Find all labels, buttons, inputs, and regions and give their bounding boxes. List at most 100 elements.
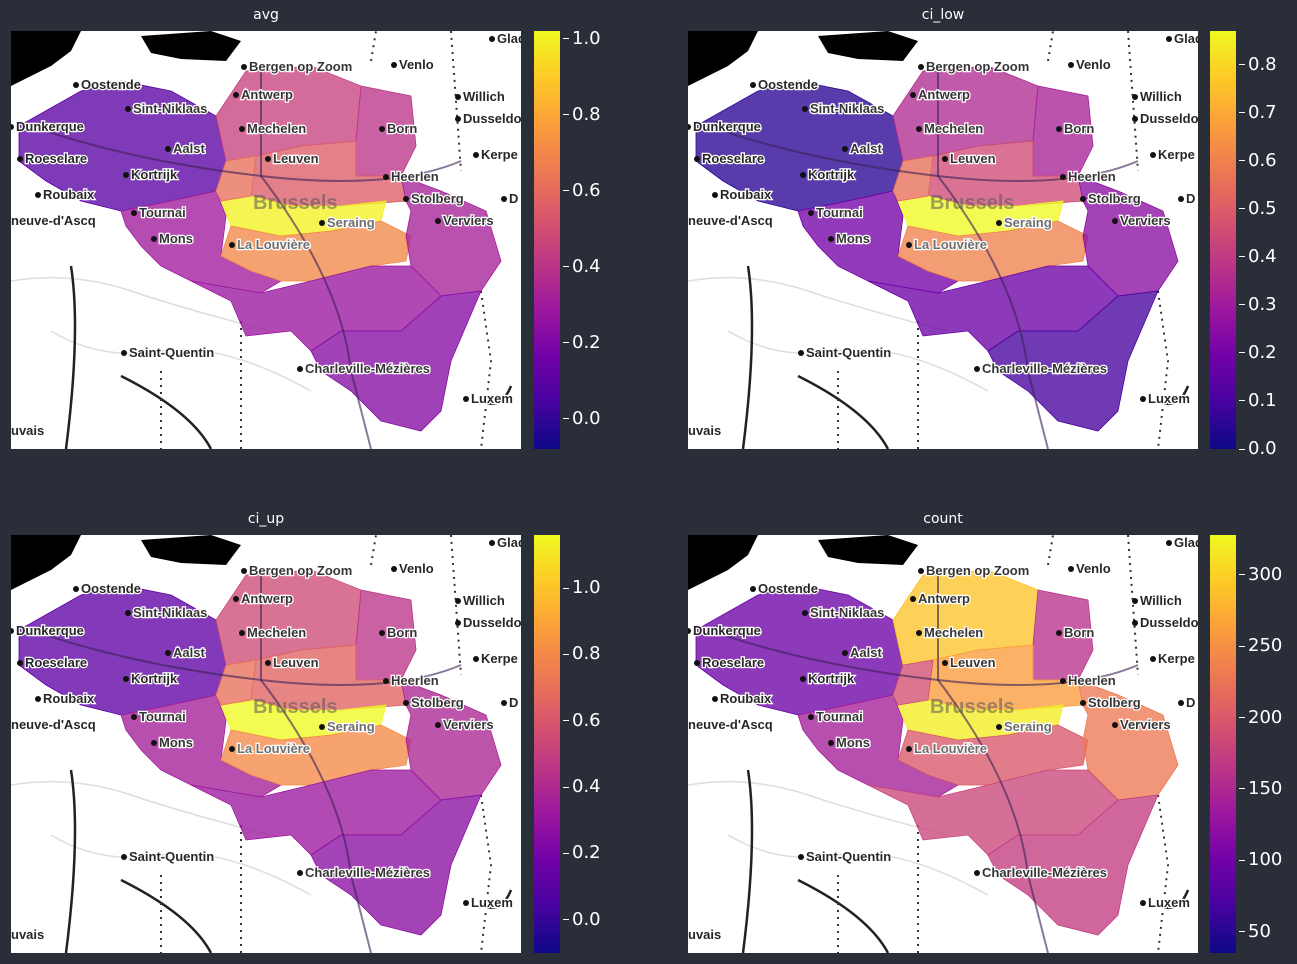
road-line: [64, 265, 77, 449]
city-label: Leuven: [950, 151, 996, 166]
city-dot: [165, 650, 171, 656]
city-label: Mechelen: [247, 121, 306, 136]
city-label: Kortrijk: [808, 671, 855, 686]
city-dot: [910, 92, 916, 98]
colorbar-fill: [1210, 535, 1236, 953]
region-bw_east: [215, 659, 257, 706]
city-label: Stolberg: [1088, 191, 1141, 206]
border-line: [160, 31, 493, 449]
city-label: Glad: [1174, 31, 1198, 46]
highway-line: [937, 71, 1049, 449]
colorbar-tick-label: 0.8: [1239, 53, 1277, 75]
city-label: Roeselare: [25, 655, 87, 670]
region-bw_east: [892, 155, 934, 202]
city-dot: [383, 174, 389, 180]
sea-shape: [688, 535, 758, 590]
road-line: [727, 330, 989, 392]
city-label: Mons: [836, 231, 870, 246]
city-label: Aalst: [850, 645, 882, 660]
city-label: Saint-Quentin: [806, 345, 891, 360]
city-label: Kortrijk: [808, 167, 855, 182]
city-label: Oostende: [81, 77, 141, 92]
city-label: Aalst: [173, 645, 205, 660]
city-dot: [1056, 630, 1062, 636]
city-label: Bergen op Zoom: [926, 563, 1029, 578]
city-dot: [1150, 656, 1156, 662]
city-dot: [712, 696, 718, 702]
city-dot: [241, 64, 247, 70]
city-dot: [1112, 218, 1118, 224]
road-line: [64, 769, 77, 953]
colorbar-gradient: [534, 31, 560, 449]
map-canvas: Glad Bergen op Zoom Venlo Oostende Antwerp Wi…: [11, 535, 521, 953]
panel-title: ci_low: [921, 7, 965, 23]
city-label: Born: [387, 121, 417, 136]
city-label: Verviers: [443, 213, 494, 228]
road-line: [11, 780, 272, 836]
city-dot: [1140, 900, 1146, 906]
panel-title: count: [923, 511, 963, 527]
sea-shape: [11, 31, 81, 86]
road-line: [120, 374, 213, 449]
city-label: Leuven: [273, 655, 319, 670]
colorbar-tick-label: 0.7: [1239, 101, 1277, 123]
panel-title: avg: [253, 7, 279, 23]
border-line: [160, 535, 493, 953]
city-dot: [916, 630, 922, 636]
city-label: Oostende: [758, 581, 818, 596]
region-center: [897, 724, 1089, 786]
city-label: Saint-Quentin: [806, 849, 891, 864]
city-label: Charleville-Mézières: [305, 361, 430, 376]
city-dot: [1060, 678, 1066, 684]
city-label: Venlo: [399, 57, 434, 72]
city-label: Tournai: [816, 709, 863, 724]
city-label: Heerlen: [1068, 673, 1116, 688]
city-label: Heerlen: [391, 673, 439, 688]
city-dot: [1080, 196, 1086, 202]
city-label: Glad: [497, 535, 521, 550]
city-label: La Louvière: [914, 237, 987, 252]
city-dot: [455, 598, 461, 604]
city-dot: [828, 236, 834, 242]
city-label: Kerpe: [481, 147, 518, 162]
colorbar-fill: [1210, 31, 1236, 449]
city-label: Antwerp: [918, 591, 970, 606]
colorbar-tick-label: 0.0: [1239, 438, 1277, 459]
city-label: Dusseldo: [463, 111, 521, 126]
map-avg: Glad Bergen op Zoom Venlo Oostende Antwerp Wi…: [11, 31, 521, 449]
colorbar-tick-label: 0.0: [563, 908, 601, 930]
city-label: neuve-d'Ascq: [688, 213, 773, 228]
region-center: [220, 724, 412, 786]
region-bw_east: [892, 659, 934, 706]
city-label: Heerlen: [1068, 169, 1116, 184]
colorbar-tick-label: 0.0: [563, 407, 601, 429]
road-line: [50, 834, 312, 896]
road-line: [797, 374, 890, 449]
city-dot: [297, 870, 303, 876]
city-dot: [233, 92, 239, 98]
city-dot: [942, 660, 948, 666]
city-label: Sint-Niklaas: [810, 101, 884, 116]
city-dot: [391, 566, 397, 572]
colorbar-tick-label: 0.2: [563, 842, 601, 864]
city-dot: [1080, 700, 1086, 706]
city-dot: [1060, 174, 1066, 180]
highway-line: [260, 575, 372, 953]
city-label: Seraing: [1004, 215, 1052, 230]
city-label: Bergen op Zoom: [249, 59, 352, 74]
road-line: [50, 330, 312, 392]
colorbar-tick-label: 300: [1238, 563, 1283, 585]
city-label: Stolberg: [411, 191, 464, 206]
border-line: [837, 535, 1170, 953]
city-dot: [35, 696, 41, 702]
city-label: Glad: [497, 31, 521, 46]
city-dot: [241, 568, 247, 574]
colorbar-tick-label: 0.2: [1239, 341, 1277, 363]
road-line: [480, 889, 513, 910]
city-dot: [17, 156, 23, 162]
city-dot: [974, 366, 980, 372]
city-label: Charleville-Mézières: [305, 865, 430, 880]
city-label: Leuven: [950, 655, 996, 670]
city-label: Venlo: [399, 561, 434, 576]
city-dot: [403, 196, 409, 202]
